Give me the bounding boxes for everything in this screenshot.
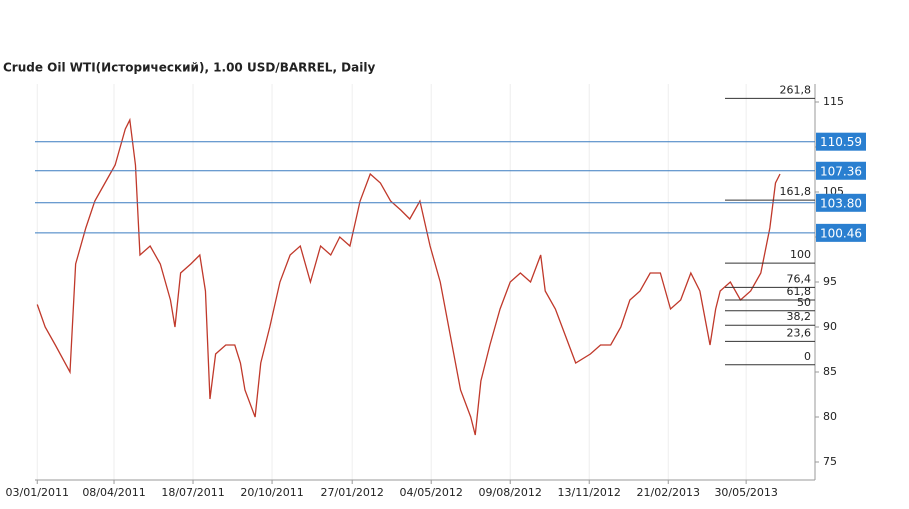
x-tick-label: 20/10/2011 [240, 486, 303, 499]
x-tick-label: 27/01/2012 [320, 486, 383, 499]
x-tick-label: 18/07/2011 [161, 486, 224, 499]
y-tick-label: 95 [823, 275, 837, 288]
y-tick-label: 80 [823, 410, 837, 423]
fib-label: 161,8 [780, 185, 812, 198]
fib-label: 23,6 [787, 326, 812, 339]
fib-label: 0 [804, 350, 811, 363]
fib-label: 50 [797, 296, 811, 309]
y-tick-label: 90 [823, 320, 837, 333]
x-tick-label: 08/04/2011 [82, 486, 145, 499]
fib-label: 38,2 [787, 310, 812, 323]
level-box [816, 132, 866, 151]
level-label: 110.59 [820, 135, 862, 149]
fib-label: 261,8 [780, 83, 812, 96]
chart-title: Crude Oil WTI(Исторический), 1.00 USD/BA… [3, 61, 375, 75]
x-tick-label: 03/01/2011 [6, 486, 69, 499]
x-tick-label: 09/08/2012 [479, 486, 542, 499]
level-box [816, 223, 866, 242]
level-label: 100.46 [820, 226, 862, 240]
x-tick-label: 04/05/2012 [400, 486, 463, 499]
y-tick-label: 115 [823, 95, 844, 108]
x-tick-label: 30/05/2013 [714, 486, 777, 499]
x-tick-label: 13/11/2012 [558, 486, 621, 499]
fib-label: 76,4 [787, 272, 812, 285]
fib-label: 61,8 [787, 285, 812, 298]
fib-label: 100 [790, 248, 811, 261]
y-tick-label: 75 [823, 455, 837, 468]
y-tick-label: 85 [823, 365, 837, 378]
x-tick-label: 21/02/2013 [637, 486, 700, 499]
level-label: 103.80 [820, 196, 862, 210]
level-box [816, 193, 866, 212]
level-box [816, 161, 866, 180]
price-line [36, 117, 781, 436]
level-label: 107.36 [820, 164, 862, 178]
